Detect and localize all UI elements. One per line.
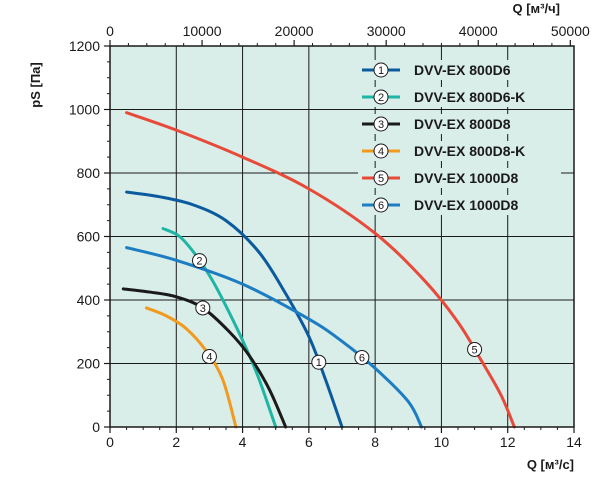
- series-marker-1: [311, 354, 327, 370]
- legend-marker-2: [373, 89, 389, 105]
- legend-marker-label-1: 1: [378, 65, 384, 77]
- x2-tick-label: 30000: [367, 23, 406, 39]
- series-marker-2: [191, 253, 207, 269]
- y-axis-title: pS [Па]: [28, 62, 43, 107]
- series-marker-label-2: 2: [196, 256, 202, 268]
- y-tick-label: 0: [92, 419, 100, 435]
- x2-tick-label: 20000: [275, 23, 314, 39]
- series-line-6: [125, 246, 424, 429]
- legend-marker-label-5: 5: [378, 173, 384, 185]
- x-tick-label: 4: [239, 434, 247, 450]
- legend-bg: [358, 60, 561, 80]
- legend-marker-6: [373, 197, 389, 213]
- legend-bg: [358, 87, 561, 107]
- x-tick-label: 12: [500, 434, 516, 450]
- x-tick-label: 8: [371, 434, 379, 450]
- legend-marker-3: [373, 116, 389, 132]
- series-marker-label-3: 3: [200, 303, 206, 315]
- series-marker-3: [195, 300, 211, 316]
- markers-layer: 1 2 3 4 5 6: [191, 253, 483, 370]
- legend-marker-5: [373, 170, 389, 186]
- y-tick-label: 600: [77, 229, 101, 245]
- legend-label-4: DVV-EX 800D8-K: [414, 143, 525, 159]
- x-tick-label: 14: [566, 434, 582, 450]
- legend-marker-1: [373, 62, 389, 78]
- series-line-2: [161, 227, 278, 429]
- legend-marker-label-2: 2: [378, 92, 384, 104]
- y-tick-label: 800: [77, 165, 101, 181]
- legend-marker-label-6: 6: [378, 200, 384, 212]
- x-tick-label: 6: [305, 434, 313, 450]
- series-marker-5: [467, 341, 483, 357]
- x-tick-label: 10: [434, 434, 450, 450]
- series-marker-6: [354, 349, 370, 365]
- legend-label-1: DVV-EX 800D6: [414, 62, 511, 78]
- x2-axis-title: Q [м³/ч]: [513, 1, 561, 16]
- y-tick-label: 200: [77, 356, 101, 372]
- y-tick-label: 1200: [69, 38, 100, 54]
- legend-label-6: DVV-EX 1000D8: [414, 197, 518, 213]
- series-marker-label-4: 4: [206, 352, 212, 364]
- legend-label-2: DVV-EX 800D6-K: [414, 89, 525, 105]
- series-marker-label-5: 5: [472, 344, 478, 356]
- series-marker-4: [201, 349, 217, 365]
- series-line-4: [144, 306, 238, 429]
- y-tick-label: 400: [77, 292, 101, 308]
- x2-tick-label: 0: [106, 23, 114, 39]
- legend-bg: [358, 141, 561, 161]
- legend: 1 DVV-EX 800D6 2 DVV-EX 800D6-K 3 DVV-EX 800D…: [358, 60, 561, 215]
- legend-bg: [358, 168, 561, 188]
- x2-tick-label: 10000: [183, 23, 222, 39]
- x-tick-label: 2: [172, 434, 180, 450]
- series-marker-label-6: 6: [359, 352, 365, 364]
- legend-bg: [358, 195, 561, 215]
- x2-tick-label: 50000: [551, 23, 590, 39]
- x-axis-title: Q [м³/с]: [527, 457, 574, 472]
- series-marker-label-1: 1: [316, 357, 322, 369]
- x2-tick-label: 40000: [459, 23, 498, 39]
- ticks-layer: 0 2 4 6 8 10 12 140 10000 20000 30000 40000 50000020…: [69, 23, 590, 450]
- legend-bg: [358, 114, 561, 134]
- legend-label-5: DVV-EX 1000D8: [414, 170, 518, 186]
- series-line-3: [121, 287, 288, 429]
- legend-marker-4: [373, 143, 389, 159]
- legend-marker-label-4: 4: [378, 146, 384, 158]
- series-line-5: [125, 111, 516, 429]
- legend-label-3: DVV-EX 800D8: [414, 116, 511, 132]
- x-tick-label: 0: [106, 434, 114, 450]
- legend-marker-label-3: 3: [378, 119, 384, 131]
- y-tick-label: 1000: [69, 102, 100, 118]
